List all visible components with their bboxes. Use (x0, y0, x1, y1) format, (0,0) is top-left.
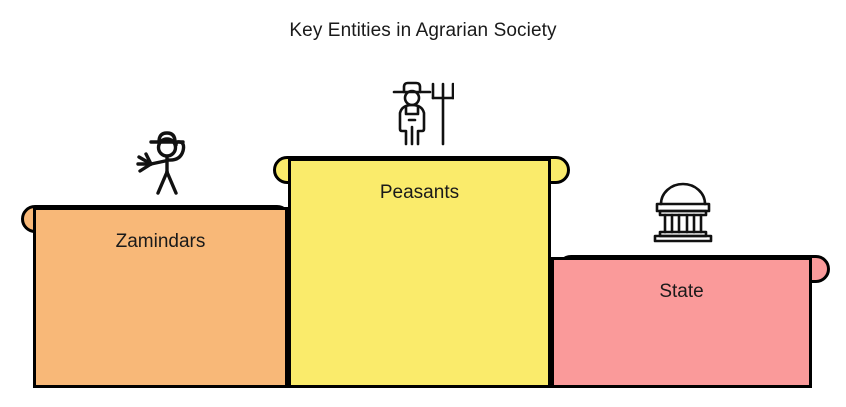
bar-zamindars-body (33, 207, 288, 388)
bar-zamindars-label: Zamindars (115, 231, 206, 252)
bar-state-label: State (659, 281, 704, 302)
bar-peasants-label: Peasants (379, 182, 460, 203)
chart-title: Key Entities in Agrarian Society (289, 20, 557, 41)
farmer-pitchfork-icon (392, 80, 454, 146)
bar-peasants-body (288, 158, 551, 388)
government-dome-building-icon (651, 175, 715, 243)
bar-state-body (551, 257, 812, 388)
landlord-stick-figure-icon (134, 123, 198, 197)
